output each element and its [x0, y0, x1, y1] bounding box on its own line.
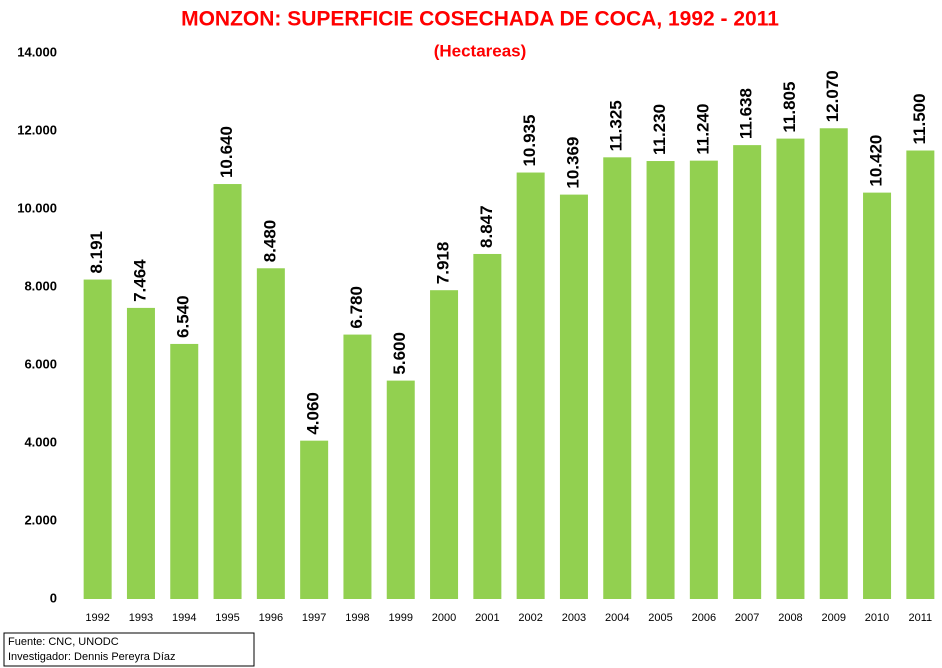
y-tick-label: 12.000 [17, 122, 57, 137]
data-label: 5.600 [390, 332, 409, 375]
data-label: 4.060 [304, 392, 323, 435]
x-tick-label: 2007 [735, 612, 759, 624]
bar [83, 279, 112, 599]
data-label: 12.070 [823, 70, 842, 122]
y-tick-label: 6.000 [24, 356, 57, 371]
y-tick-label: 4.000 [24, 434, 57, 449]
x-tick-label: 2000 [432, 612, 456, 624]
source-box [3, 632, 255, 667]
bar [733, 145, 762, 600]
bar [776, 138, 805, 600]
data-label: 11.500 [910, 93, 929, 144]
bar [863, 192, 892, 599]
x-tick-label: 1995 [215, 612, 239, 624]
data-label: 11.240 [693, 104, 712, 155]
y-tick-label: 10.000 [17, 200, 57, 215]
x-tick-label: 1996 [259, 612, 283, 624]
x-tick-label: 2003 [562, 612, 586, 624]
chart-title: MONZON: SUPERFICIE COSECHADA DE COCA, 19… [181, 8, 779, 31]
x-tick-label: 1997 [302, 612, 326, 624]
x-tick-label: 1993 [129, 612, 153, 624]
bar [646, 161, 675, 599]
bar [516, 172, 545, 599]
x-tick-label: 1992 [85, 612, 109, 624]
x-tick-label: 2006 [692, 612, 716, 624]
data-label: 11.805 [780, 82, 799, 133]
bar [906, 150, 935, 599]
data-label: 6.780 [347, 286, 366, 329]
source-note: Investigador: Dennis Pereyra Díaz [8, 651, 176, 663]
x-tick-label: 2009 [822, 612, 846, 624]
x-tick-label: 2005 [648, 612, 672, 624]
bar [473, 253, 502, 600]
bar [256, 268, 285, 599]
x-tick-label: 1998 [345, 612, 369, 624]
bar [343, 334, 372, 599]
x-tick-label: 2011 [909, 612, 933, 624]
source-note: Fuente: CNC, UNODC [8, 636, 119, 648]
x-tick-label: 2010 [865, 612, 889, 624]
bar [213, 184, 242, 600]
y-tick-label: 8.000 [24, 278, 57, 293]
data-label: 8.847 [477, 205, 496, 248]
data-label: 10.935 [520, 115, 539, 167]
data-label: 11.230 [650, 104, 669, 155]
data-label: 10.420 [867, 135, 886, 187]
x-tick-label: 1994 [172, 612, 196, 624]
x-tick-label: 2008 [778, 612, 802, 624]
data-label: 10.640 [217, 126, 236, 178]
bar [819, 128, 848, 599]
bar [386, 380, 415, 599]
y-tick-label: 0 [50, 590, 57, 605]
data-label: 11.638 [737, 88, 756, 139]
x-tick-label: 2001 [475, 612, 499, 624]
bar [603, 157, 632, 599]
data-label: 8.191 [87, 231, 106, 274]
chart-subtitle: (Hectareas) [434, 41, 527, 60]
x-tick-label: 2004 [605, 612, 629, 624]
bar [126, 307, 155, 599]
bar [430, 290, 459, 599]
x-tick-label: 1999 [389, 612, 413, 624]
data-label: 7.464 [130, 259, 149, 302]
data-label: 6.540 [174, 295, 193, 338]
y-tick-label: 2.000 [24, 512, 57, 527]
bar [559, 194, 588, 599]
y-tick-label: 14.000 [17, 44, 57, 59]
x-tick-label: 2002 [518, 612, 542, 624]
bar [170, 343, 199, 599]
data-label: 8.480 [260, 220, 279, 263]
bar [300, 440, 329, 599]
data-label: 10.369 [563, 137, 582, 189]
bar [689, 160, 718, 599]
data-label: 7.918 [434, 242, 453, 285]
data-label: 11.325 [607, 100, 626, 151]
